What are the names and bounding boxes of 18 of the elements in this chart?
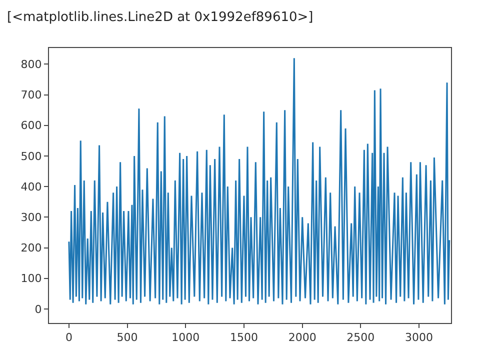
y-tick-label: 600	[20, 119, 42, 132]
line-series	[68, 57, 450, 306]
x-tick-label: 500	[116, 331, 138, 344]
x-tick-label: 3000	[405, 331, 434, 344]
x-tick-label: 1000	[172, 331, 200, 344]
text: [<matplotlib.lines.Line2D at 0x1992ef89610>]	[7, 10, 314, 25]
x-tick-label: 2000	[288, 331, 316, 344]
y-tick-label: 0	[34, 302, 42, 316]
y-tick-label: 700	[20, 88, 42, 102]
y-tick-label: 200	[20, 242, 42, 255]
x-tick-label: 2500	[346, 331, 375, 344]
y-tick-label: 400	[20, 180, 42, 194]
y-tick-label: 300	[20, 211, 42, 224]
x-tick-label: 0	[65, 331, 72, 344]
y-tick-label: 800	[20, 58, 42, 72]
y-tick-label: 100	[20, 272, 42, 286]
x-tick-label: 1500	[230, 331, 258, 344]
y-tick-label: 500	[20, 150, 42, 163]
